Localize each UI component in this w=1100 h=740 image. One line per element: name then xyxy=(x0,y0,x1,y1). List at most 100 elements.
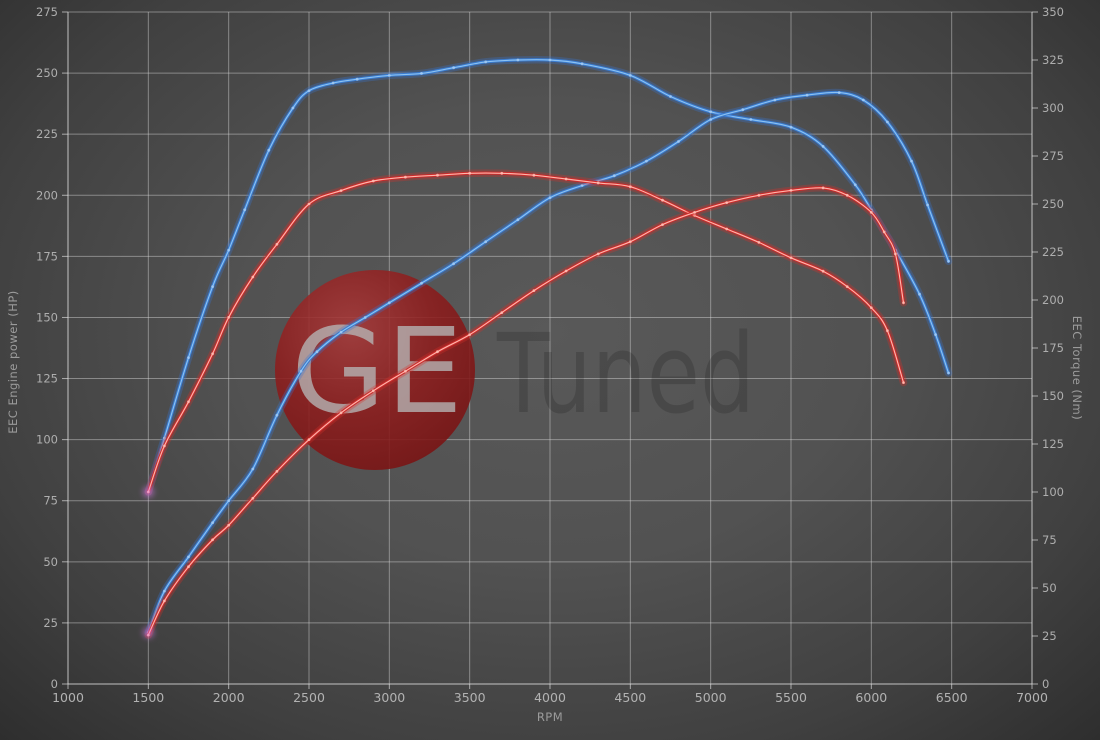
data-point-dot xyxy=(211,521,215,525)
x-tick-label: 3500 xyxy=(454,690,486,705)
data-point-dot xyxy=(275,413,279,417)
data-point-dot xyxy=(339,411,343,415)
data-point-dot xyxy=(612,174,616,178)
x-tick-label: 5500 xyxy=(775,690,807,705)
data-point-dot xyxy=(187,400,190,404)
data-point-dot xyxy=(371,179,375,183)
data-point-dot xyxy=(628,185,632,189)
data-point-dot xyxy=(821,186,825,190)
x-tick-label: 1000 xyxy=(52,690,84,705)
data-point-dot xyxy=(693,214,696,217)
data-point-dot xyxy=(420,281,423,285)
data-point-dot xyxy=(307,438,311,441)
y-left-tick-label: 150 xyxy=(36,310,58,324)
data-point-dot xyxy=(886,120,889,124)
x-tick-label: 6000 xyxy=(855,690,887,705)
data-point-dot xyxy=(669,95,672,98)
data-point-dot xyxy=(211,352,215,356)
data-point-dot xyxy=(741,108,745,112)
data-point-dot xyxy=(845,193,849,197)
data-point-dot xyxy=(805,93,809,97)
data-point-dot xyxy=(339,330,343,334)
x-axis-title: RPM xyxy=(537,710,563,724)
data-point-dot xyxy=(291,106,295,110)
data-point-dot xyxy=(596,181,600,185)
data-point-dot xyxy=(882,230,886,234)
y-right-tick-label: 300 xyxy=(1042,101,1064,115)
x-tick-label: 1500 xyxy=(132,690,164,705)
data-point-dot xyxy=(436,350,439,354)
data-point-dot xyxy=(187,565,190,569)
y-right-tick-label: 0 xyxy=(1042,677,1049,691)
watermark: GE Tuned xyxy=(275,270,755,470)
data-point-dot xyxy=(934,333,937,336)
y-right-tick-label: 150 xyxy=(1042,389,1064,403)
data-point-dot xyxy=(947,371,950,375)
data-point-dot xyxy=(163,444,166,448)
data-point-dot xyxy=(845,285,849,288)
data-point-dot xyxy=(661,223,664,227)
data-point-dot xyxy=(468,333,472,336)
data-point-dot xyxy=(307,89,311,93)
data-point-dot xyxy=(163,589,166,593)
x-tick-label: 5000 xyxy=(695,690,727,705)
y-right-tick-label: 75 xyxy=(1042,533,1057,547)
data-point-dot xyxy=(580,62,584,66)
data-point-dot xyxy=(516,58,520,62)
data-point-dot xyxy=(709,110,713,114)
data-point-dot xyxy=(500,311,504,314)
y-right-tick-label: 200 xyxy=(1042,293,1064,307)
data-point-dot xyxy=(947,259,950,263)
data-point-dot xyxy=(709,118,713,121)
data-point-dot xyxy=(404,175,407,179)
y-left-tick-label: 75 xyxy=(43,494,58,508)
data-point-dot xyxy=(484,60,488,64)
data-point-dot xyxy=(243,208,247,212)
data-point-dot xyxy=(307,202,311,206)
data-point-dot xyxy=(645,159,648,163)
y-right-tick-label: 100 xyxy=(1042,485,1064,499)
data-point-dot xyxy=(853,183,857,187)
data-point-dot xyxy=(355,77,359,81)
x-tick-label: 6500 xyxy=(936,690,968,705)
data-point-dot xyxy=(251,467,255,471)
y-right-axis-title: EEC Torque (Nm) xyxy=(1070,316,1084,420)
x-tick-label: 4500 xyxy=(614,690,646,705)
data-point-dot xyxy=(869,211,873,214)
data-point-dot xyxy=(821,145,825,148)
y-left-tick-label: 250 xyxy=(36,66,58,80)
data-point-dot xyxy=(837,91,841,94)
y-left-tick-label: 0 xyxy=(51,677,58,691)
data-point-dot xyxy=(548,58,552,62)
y-right-tick-label: 125 xyxy=(1042,437,1064,451)
y-right-tick-label: 25 xyxy=(1042,629,1057,643)
data-point-dot xyxy=(757,193,761,197)
data-point-dot xyxy=(861,98,865,102)
data-point-dot xyxy=(227,248,231,252)
data-point-dot xyxy=(331,81,335,85)
data-point-dot xyxy=(596,252,600,256)
data-point-dot xyxy=(926,203,929,207)
data-point-dot xyxy=(725,227,729,231)
y-right-tick-label: 275 xyxy=(1042,149,1064,163)
y-left-tick-label: 275 xyxy=(36,5,58,19)
data-point-dot xyxy=(484,240,488,244)
data-point-dot xyxy=(211,285,215,288)
data-point-dot xyxy=(163,436,166,440)
data-point-dot xyxy=(339,189,343,193)
y-left-axis-title: EEC Engine power (HP) xyxy=(6,290,20,434)
data-point-dot xyxy=(468,171,472,175)
data-point-dot xyxy=(661,198,664,202)
x-tick-label: 2000 xyxy=(213,690,245,705)
data-point-dot xyxy=(387,301,391,305)
data-point-dot xyxy=(251,496,255,500)
data-point-dot xyxy=(227,315,231,319)
data-point-dot xyxy=(918,292,921,296)
data-point-dot xyxy=(564,269,568,273)
y-right-tick-label: 175 xyxy=(1042,341,1064,355)
x-tick-label: 7000 xyxy=(1016,690,1048,705)
data-point-dot xyxy=(211,538,215,542)
data-point-dot xyxy=(516,218,520,222)
data-point-dot xyxy=(363,316,367,319)
